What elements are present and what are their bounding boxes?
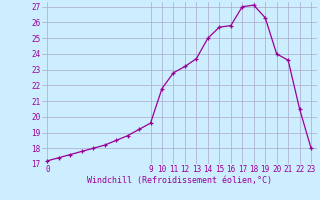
X-axis label: Windchill (Refroidissement éolien,°C): Windchill (Refroidissement éolien,°C)	[87, 176, 272, 185]
